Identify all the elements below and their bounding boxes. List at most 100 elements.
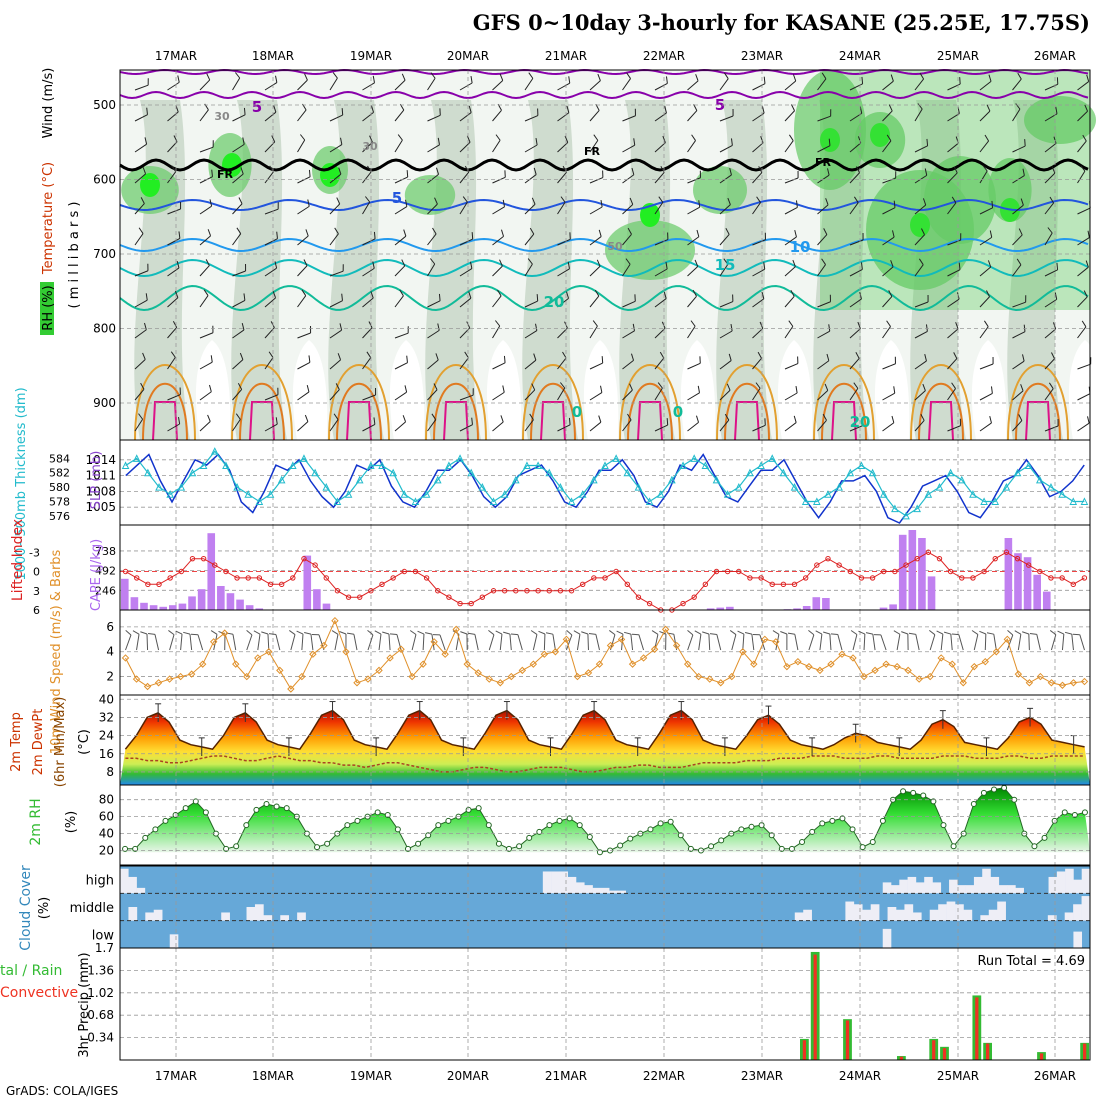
wind-barb xyxy=(232,329,245,339)
wind-barb xyxy=(167,141,178,153)
cloud-cover-cell xyxy=(1056,871,1066,894)
wind-barb xyxy=(849,425,864,432)
wind-barb-flag xyxy=(990,386,993,394)
li-point xyxy=(312,562,318,568)
wind-barb-flag xyxy=(730,324,733,332)
contour-label: FR xyxy=(584,145,601,158)
wind-barb xyxy=(134,388,145,401)
wind-barb-flag xyxy=(370,105,375,113)
li-tick: 0 xyxy=(33,566,40,579)
precip-tick: 1.7 xyxy=(95,941,114,955)
wind-barb-flag xyxy=(1020,198,1024,206)
wind-barb xyxy=(329,389,340,401)
wind-barb xyxy=(394,109,405,122)
thickness-point xyxy=(534,461,542,470)
wind-barb xyxy=(329,359,341,370)
wind-barb xyxy=(232,233,242,246)
li-point xyxy=(580,581,586,588)
wind-barb xyxy=(622,389,633,401)
rh-tick: 40 xyxy=(99,827,114,841)
li-point xyxy=(1081,575,1088,581)
cape-bar xyxy=(207,533,216,610)
wind-barb xyxy=(199,421,211,432)
wind-barb xyxy=(731,634,737,651)
wind-barb-flag xyxy=(138,227,144,234)
wind-barb-flag xyxy=(175,630,183,635)
rh-humid-region xyxy=(693,166,747,214)
wind-speed-point xyxy=(926,672,934,681)
wind-barb-flag xyxy=(337,353,342,360)
cape-bar xyxy=(793,608,801,610)
thickness-tick: 584 xyxy=(49,452,70,465)
wind-barb-flag xyxy=(581,631,589,635)
thickness-point xyxy=(1036,475,1044,484)
rh-area xyxy=(120,787,1090,853)
wind-barb xyxy=(492,295,502,308)
cape-bar xyxy=(918,538,926,610)
slp-tick: 1008 xyxy=(85,484,116,498)
wind-barb-flag xyxy=(367,630,374,636)
wind-barb xyxy=(880,634,887,651)
thickness-point xyxy=(478,482,487,491)
wind-barb xyxy=(752,298,765,308)
wind-speed-point xyxy=(507,672,516,681)
wind-barb xyxy=(914,78,925,91)
wind-barb-flag xyxy=(460,631,468,635)
rh-point xyxy=(445,817,452,824)
wind-barb-flag xyxy=(827,168,830,176)
wind-barb xyxy=(914,204,927,215)
wind-barb-flag xyxy=(336,197,341,205)
wind-barb-flag xyxy=(373,231,376,239)
wind-barb-flag xyxy=(901,631,909,635)
thickness-point xyxy=(333,497,342,505)
thickness-point xyxy=(623,468,632,477)
thickness-tick: 582 xyxy=(49,467,70,480)
wind-barb-flag xyxy=(1020,384,1024,391)
wind-barb xyxy=(362,394,376,401)
rh-point xyxy=(677,832,684,839)
wind-barb xyxy=(882,110,893,122)
temp-contour-25 xyxy=(425,364,487,441)
rh-point xyxy=(172,811,179,818)
li-point xyxy=(323,575,329,581)
wind-barb-flag xyxy=(793,415,797,423)
wind-barb-flag xyxy=(726,383,731,391)
cloud-cover-cell xyxy=(803,909,812,921)
li-point xyxy=(200,555,207,562)
wind-speed-point xyxy=(198,660,207,668)
wind-barb xyxy=(589,265,601,277)
wind-tick: 4 xyxy=(106,645,114,659)
wind-barb-flag xyxy=(276,231,278,239)
wind-barb xyxy=(232,143,245,153)
wind-barb xyxy=(784,422,797,432)
wind-barb-flag xyxy=(1084,104,1089,112)
wind-barb-flag xyxy=(372,75,375,83)
cape-bar xyxy=(255,608,264,610)
wind-barb xyxy=(654,82,668,91)
rh-point xyxy=(202,809,209,816)
wind-barb xyxy=(524,263,533,277)
wind-barb xyxy=(394,332,409,339)
wind-speed-point xyxy=(970,662,978,671)
wind-barb-flag xyxy=(497,289,502,297)
thickness-point xyxy=(824,490,832,498)
credit-text: GrADS: COLA/IGES xyxy=(6,1084,118,1098)
thickness-point xyxy=(121,461,130,470)
wind-barb xyxy=(752,357,762,370)
wind-speed-point xyxy=(165,675,174,683)
wind-speed-point xyxy=(430,638,438,646)
rh-point xyxy=(768,832,775,839)
rh-point xyxy=(970,800,977,807)
wind-barb xyxy=(993,634,997,651)
date-label-bottom: 19MAR xyxy=(350,1069,392,1083)
temp-contour-30 xyxy=(1015,382,1061,441)
rh-point xyxy=(738,826,745,833)
temp-contour-30 xyxy=(142,382,188,441)
wind-barb xyxy=(882,177,896,184)
wind-barb xyxy=(427,77,436,91)
wind-barb-flag xyxy=(687,630,694,636)
temp-contour-35 xyxy=(637,401,663,441)
wind-barb-flag xyxy=(629,383,633,391)
wind-barb xyxy=(1044,83,1058,91)
wind-barb xyxy=(687,110,698,122)
